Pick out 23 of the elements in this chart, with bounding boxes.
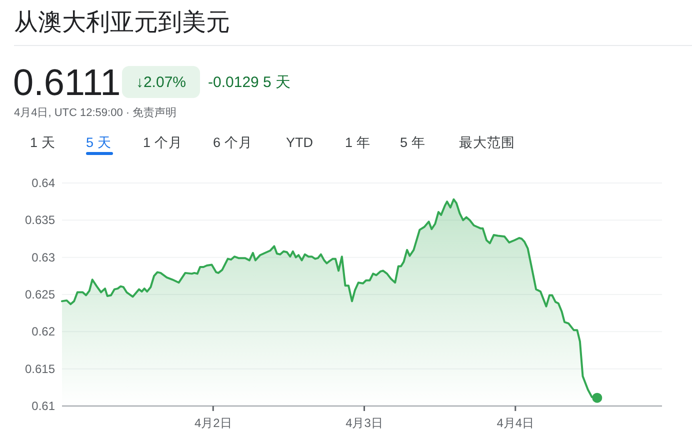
text: 1 天 bbox=[30, 135, 56, 150]
x-tick-label: 4月3日 bbox=[346, 416, 383, 430]
x-tick-label: 4月2日 bbox=[194, 416, 232, 430]
text: 0.6111 bbox=[13, 62, 121, 103]
text: 最大范围 bbox=[459, 135, 515, 150]
text: 5 年 bbox=[400, 135, 426, 150]
text: 6 个月 bbox=[213, 135, 252, 150]
y-tick-label: 0.635 bbox=[24, 213, 56, 228]
text: 1 年 bbox=[345, 135, 370, 150]
y-tick-label: 0.62 bbox=[32, 324, 56, 339]
y-tick-label: 0.615 bbox=[24, 362, 56, 376]
y-tick-label: 0.61 bbox=[32, 399, 56, 413]
text: YTD bbox=[286, 135, 314, 150]
y-tick-label: 0.64 bbox=[32, 176, 56, 190]
y-tick-label: 0.625 bbox=[24, 288, 56, 302]
text: -0.0129 5 天 bbox=[208, 74, 291, 91]
text: ↓2.07% bbox=[136, 74, 186, 91]
text: 5 天 bbox=[86, 135, 112, 150]
chart-title: 从澳大利亚元到美元 bbox=[14, 9, 230, 36]
x-tick-label: 4月4日 bbox=[496, 416, 534, 430]
text: 4月4日, UTC 12:59:00 · 免责声明 bbox=[14, 106, 177, 119]
y-tick-label: 0.63 bbox=[32, 250, 56, 264]
text: 1 个月 bbox=[143, 135, 182, 150]
